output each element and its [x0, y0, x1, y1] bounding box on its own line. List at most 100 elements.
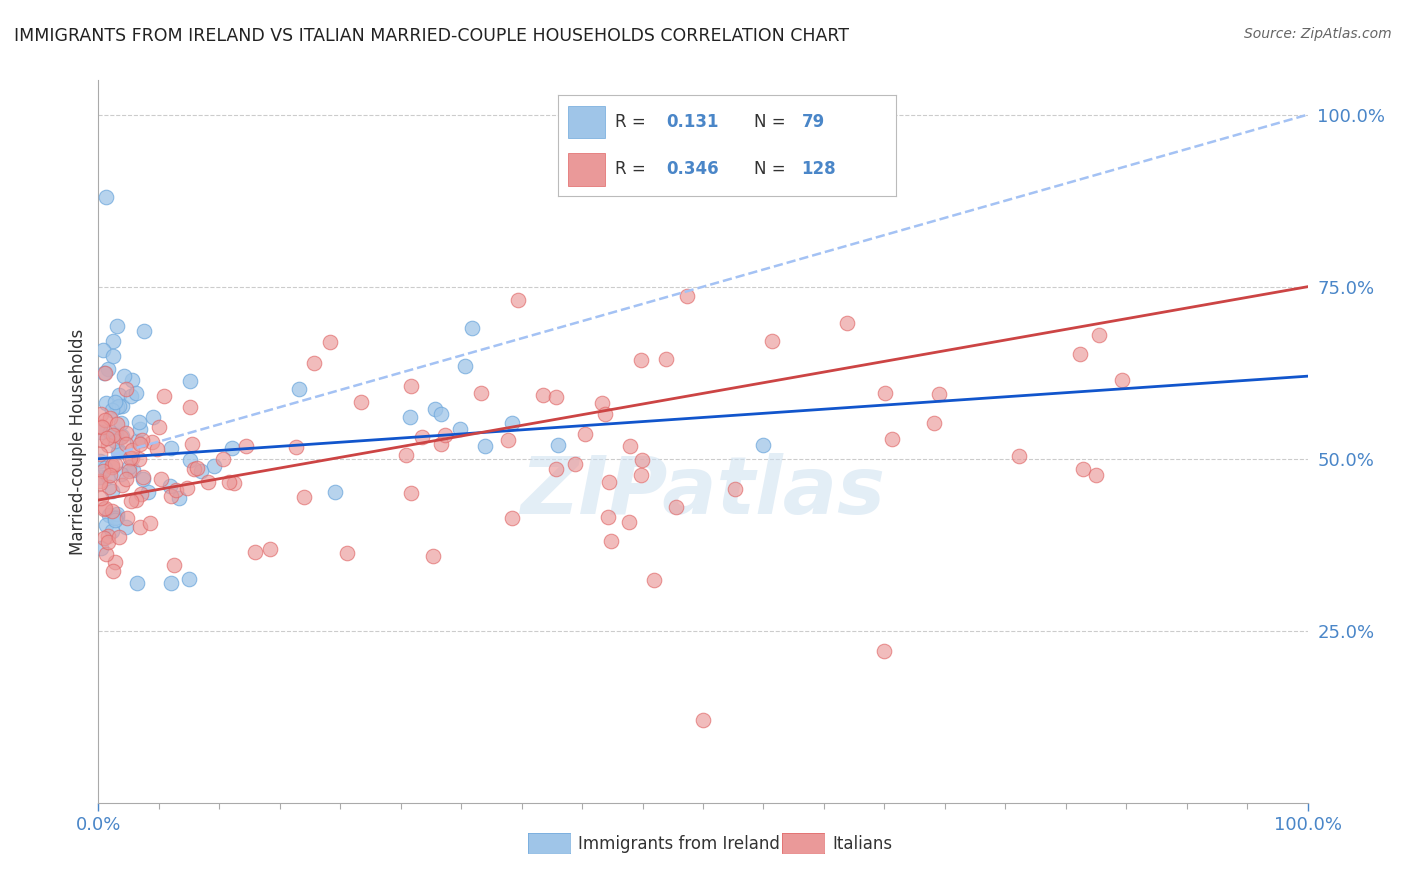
Point — [181, 437, 204, 451]
Point — [600, 533, 623, 548]
Text: Immigrants from Ireland: Immigrants from Ireland — [578, 835, 780, 853]
Point — [94, 190, 117, 204]
Point — [115, 520, 138, 534]
Point — [115, 510, 138, 524]
Point — [148, 419, 170, 434]
Point — [90, 491, 112, 505]
Point — [429, 407, 451, 421]
Point — [94, 366, 117, 380]
Point — [104, 511, 127, 525]
Point — [101, 565, 124, 579]
Text: ZIPatlas: ZIPatlas — [520, 453, 886, 531]
Point — [104, 513, 127, 527]
Point — [131, 472, 153, 486]
Point — [107, 401, 129, 415]
Point — [97, 480, 120, 494]
Point — [107, 445, 129, 459]
Text: Source: ZipAtlas.com: Source: ZipAtlas.com — [1244, 27, 1392, 41]
Point — [100, 504, 122, 518]
Point — [665, 500, 688, 515]
Point — [318, 334, 340, 349]
Point — [474, 439, 496, 453]
Point — [112, 369, 135, 384]
Point — [101, 334, 124, 349]
Point — [643, 574, 665, 588]
Point — [136, 485, 159, 500]
Point — [120, 451, 142, 466]
Point — [128, 452, 150, 467]
Point — [91, 464, 114, 478]
Point — [430, 437, 453, 451]
Point — [596, 510, 619, 524]
Point — [323, 485, 346, 500]
Point — [183, 462, 205, 476]
Point — [101, 483, 124, 498]
Point — [114, 472, 136, 486]
Point — [101, 458, 124, 473]
Point — [118, 459, 141, 474]
Point — [1069, 347, 1091, 361]
Point — [89, 476, 111, 491]
Point — [89, 469, 111, 483]
Point — [121, 442, 143, 457]
Point — [461, 321, 484, 335]
Point — [90, 407, 112, 421]
Point — [149, 472, 172, 486]
Point — [128, 415, 150, 429]
Point — [93, 501, 115, 516]
Point — [110, 478, 132, 492]
Point — [655, 351, 678, 366]
Point — [132, 470, 155, 484]
Point — [422, 549, 444, 563]
Point — [94, 413, 117, 427]
Point — [111, 429, 134, 443]
Point — [928, 387, 950, 401]
Point — [186, 461, 208, 475]
Point — [93, 367, 115, 381]
Point — [91, 434, 114, 448]
Point — [104, 395, 127, 409]
Point — [93, 532, 115, 546]
Text: Italians: Italians — [832, 835, 893, 853]
Point — [243, 544, 266, 558]
Point — [115, 437, 138, 451]
Point — [104, 427, 127, 442]
Point — [98, 467, 121, 482]
Point — [125, 493, 148, 508]
Point — [394, 448, 416, 462]
Point — [284, 441, 307, 455]
Point — [101, 427, 124, 442]
Point — [141, 434, 163, 449]
Point — [105, 509, 128, 524]
Point — [111, 399, 134, 413]
Point — [631, 452, 654, 467]
Point — [97, 535, 120, 549]
Point — [544, 390, 567, 404]
Point — [121, 374, 143, 388]
Point — [221, 441, 243, 455]
Point — [212, 452, 235, 467]
Point — [120, 389, 142, 403]
Point — [98, 410, 121, 425]
Point — [96, 431, 118, 445]
Point — [97, 469, 120, 483]
Text: IMMIGRANTS FROM IRELAND VS ITALIAN MARRIED-COUPLE HOUSEHOLDS CORRELATION CHART: IMMIGRANTS FROM IRELAND VS ITALIAN MARRI… — [14, 27, 849, 45]
Point — [176, 481, 198, 495]
Point — [100, 524, 122, 538]
Point — [127, 434, 149, 448]
Point — [89, 474, 111, 488]
Point — [350, 394, 373, 409]
Point — [190, 464, 212, 478]
Point — [110, 430, 132, 444]
Point — [752, 438, 775, 452]
Point — [125, 386, 148, 401]
Point — [630, 467, 652, 482]
Point — [592, 396, 614, 410]
Point — [304, 356, 326, 370]
Point — [105, 417, 128, 431]
Point — [96, 396, 118, 410]
Point — [96, 547, 118, 561]
Point — [675, 288, 697, 302]
Point — [101, 349, 124, 363]
Point — [837, 316, 859, 330]
